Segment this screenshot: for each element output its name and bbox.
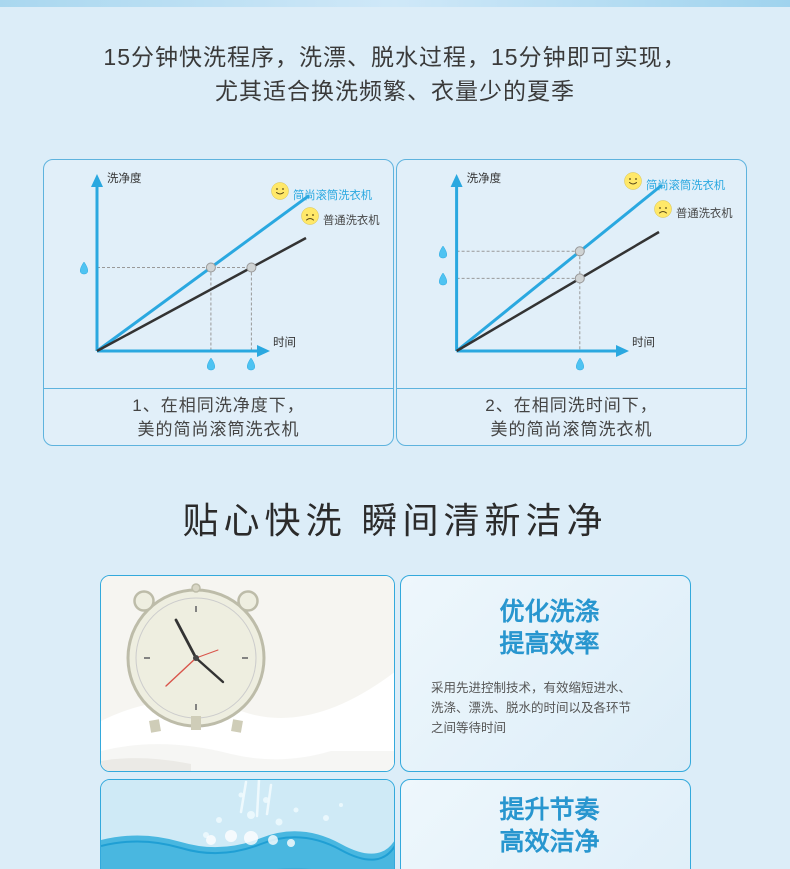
svg-text:普通洗衣机: 普通洗衣机: [676, 206, 733, 220]
svg-text:简尚滚筒洗衣机: 简尚滚筒洗衣机: [646, 178, 726, 192]
svg-text:时间: 时间: [273, 336, 296, 349]
svg-text:洗净度: 洗净度: [467, 171, 502, 185]
svg-text:简尚滚筒洗衣机: 简尚滚筒洗衣机: [293, 188, 373, 202]
svg-text:时间: 时间: [632, 336, 655, 349]
svg-text:洗净度: 洗净度: [107, 171, 142, 185]
svg-text:普通洗衣机: 普通洗衣机: [323, 213, 380, 227]
